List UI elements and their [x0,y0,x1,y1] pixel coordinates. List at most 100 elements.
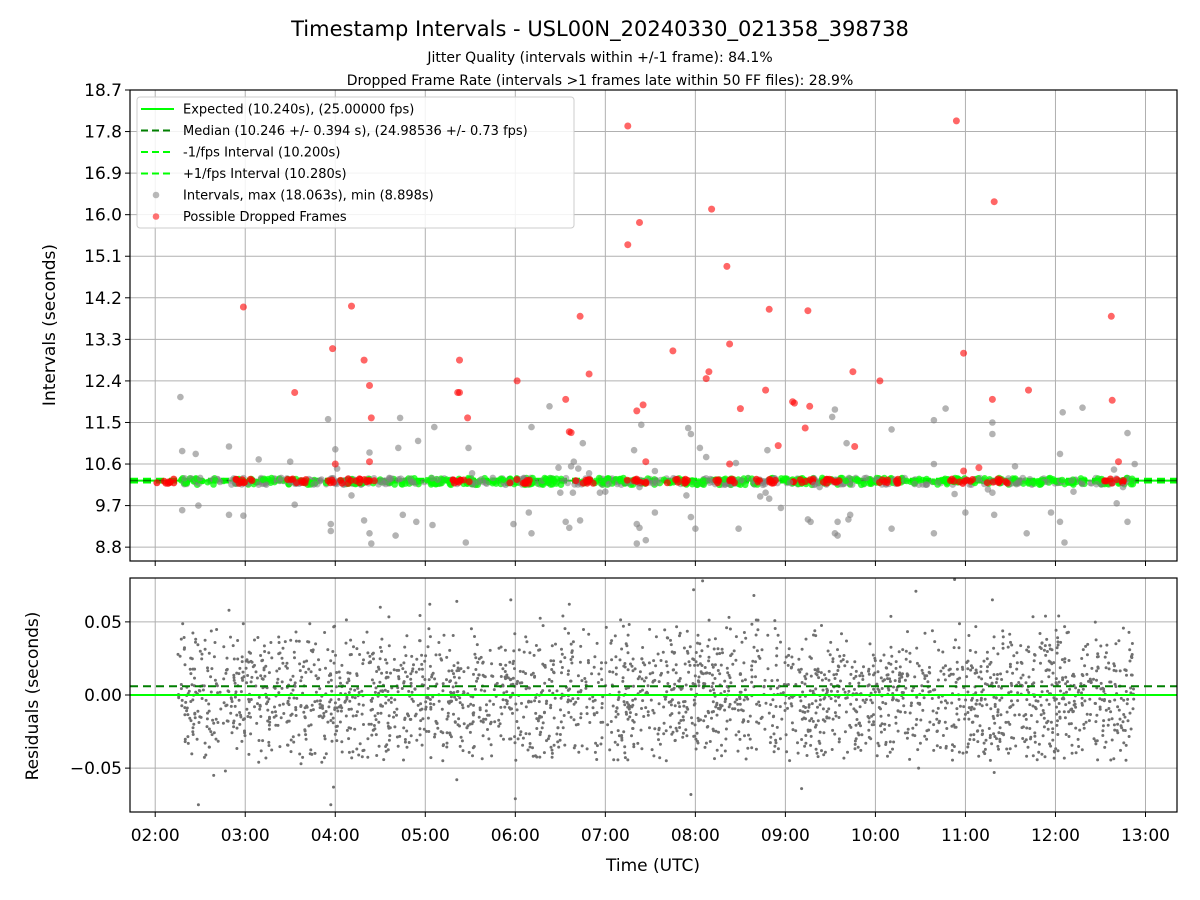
residual-point [243,731,247,735]
residual-point [952,745,956,748]
residual-point [378,680,382,684]
dropped-frame-point [567,429,575,437]
residual-point [452,672,455,676]
residual-point [713,677,717,680]
dropped-frame-point [631,476,639,484]
residual-point [508,660,512,664]
residual-point [625,712,628,716]
residual-point [666,682,670,685]
residual-point [1008,722,1012,726]
residual-point [351,695,354,699]
residual-point [724,737,728,741]
interval-point [397,475,405,483]
residual-point [512,649,516,653]
residual-point [499,675,503,678]
residual-point [853,687,856,691]
legend-item: Median (10.246 +/- 0.394 s), (24.98536 +… [141,124,528,139]
residual-point [1102,699,1106,703]
residual-point [894,721,898,725]
residual-point [226,719,230,723]
residual-point [778,705,782,709]
residual-point [1014,744,1018,748]
residual-point [1079,682,1083,686]
residual-point [715,713,719,717]
grey-outlier-point [585,470,593,477]
residual-point [666,670,670,674]
residual-point [493,720,497,724]
residual-point [1107,661,1111,665]
residual-point [445,655,449,659]
residual-point [1103,655,1107,659]
residual-point [821,707,825,711]
residual-point [967,634,971,637]
residual-point [448,731,452,735]
residual-point [646,713,650,717]
residual-point [442,633,446,637]
residual-point [543,681,547,685]
residual-point [1021,737,1025,740]
dropped-frame-point [983,479,991,487]
residual-point [918,741,922,745]
dropped-frame-point [881,478,888,486]
residual-point [225,703,229,707]
residual-point [810,717,814,721]
residual-point [550,751,554,755]
residual-point [1094,638,1098,642]
grey-outlier-point [528,423,535,431]
residual-point [869,698,873,702]
top-y-tick-label: 13.3 [84,330,122,350]
residual-point [1080,691,1083,695]
residual-point [370,733,374,737]
residual-point [927,728,931,732]
residual-point [198,689,202,693]
residual-point [787,696,791,700]
residual-point [640,677,644,681]
residual-point [586,659,590,662]
residual-point [405,729,409,733]
residual-point [338,720,342,724]
dropped-frame-point [960,467,968,475]
residual-point [254,670,258,674]
residual-point [445,678,448,682]
legend-label: -1/fps Interval (10.200s) [183,146,340,161]
residual-point [873,671,877,675]
residual-point [513,735,517,739]
residual-point [980,733,984,737]
residual-point [988,662,992,666]
residual-point [460,703,464,707]
residual-point [681,715,685,719]
residual-point [294,630,298,634]
residual-point [1019,644,1023,648]
residual-point [263,650,267,653]
residual-point [377,744,381,748]
residual-point [633,697,637,701]
residual-point [614,655,618,659]
residual-point [682,700,685,704]
residual-point [981,729,984,733]
residual-point [1056,640,1060,644]
residual-point [191,730,195,734]
residual-point [517,648,521,652]
residual-point [198,649,202,653]
dropped-frame-point [806,402,814,410]
residual-point [344,618,348,622]
residual-point [750,664,754,668]
grey-outlier-point [569,489,577,497]
residual-point [386,675,390,679]
residual-point [209,730,213,734]
residual-point [638,670,642,674]
residual-point [235,671,239,675]
x-tick-label: 02:00 [131,826,180,846]
residual-point [947,674,951,678]
residual-point [1132,697,1136,701]
residual-point [738,672,742,676]
residual-point [876,687,880,691]
top-y-tick-label: 15.1 [84,247,122,267]
residual-point [736,708,740,712]
grey-outlier-point [576,517,584,524]
residual-point [1124,669,1128,672]
residual-point [774,705,778,708]
residual-point [724,727,728,731]
residual-point [724,697,728,701]
residual-point [908,757,912,761]
